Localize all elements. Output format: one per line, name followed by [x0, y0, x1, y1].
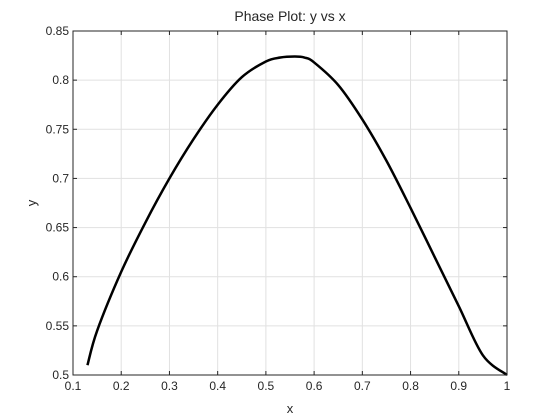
y-tick-label: 0.55	[46, 319, 70, 333]
y-tick-label: 0.85	[46, 24, 70, 38]
y-axis-label: y	[24, 199, 39, 206]
y-tick-label: 0.6	[52, 270, 69, 284]
y-tick-label: 0.75	[46, 122, 70, 136]
series-layer	[86, 55, 508, 377]
x-tick-label: 0.6	[306, 379, 323, 393]
x-tick-label: 0.2	[113, 379, 130, 393]
y-tick-label: 0.5	[52, 368, 69, 382]
plot-area	[73, 31, 507, 375]
x-tick-label: 0.1	[65, 379, 82, 393]
x-tick-label: 1	[504, 379, 511, 393]
y-tick-label: 0.7	[52, 171, 69, 185]
x-tick-label: 0.8	[402, 379, 419, 393]
series-line	[86, 55, 508, 377]
x-tick-label: 0.9	[450, 379, 467, 393]
x-axis-label: x	[287, 401, 294, 416]
chart-title: Phase Plot: y vs x	[234, 8, 345, 24]
x-tick-label: 0.3	[161, 379, 178, 393]
x-tick-label: 0.7	[354, 379, 371, 393]
x-tick-label: 0.4	[209, 379, 226, 393]
x-tick-label: 0.5	[258, 379, 275, 393]
y-tick-label: 0.8	[52, 73, 69, 87]
axes-box	[72, 30, 508, 376]
y-tick-label: 0.65	[46, 221, 70, 235]
ticks: 0.1 0.2 0.3 0.4 0.5 0.6 0.7 0.8 0.9 1 0.5 0.55 0.6 0.…	[46, 24, 511, 393]
